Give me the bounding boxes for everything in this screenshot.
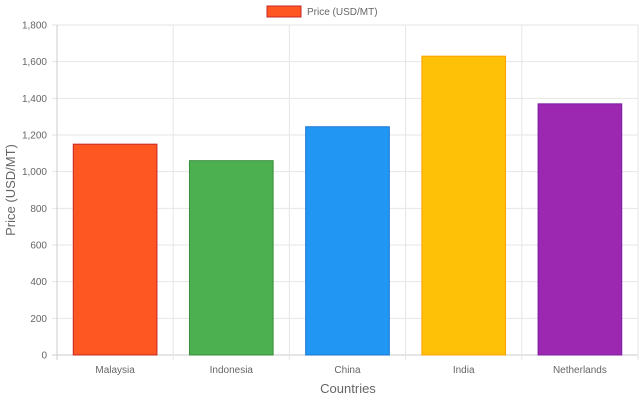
x-tick-label: India (453, 365, 475, 376)
bar-netherlands[interactable] (537, 103, 623, 356)
x-tick-label: China (334, 365, 361, 376)
bars (72, 55, 623, 356)
y-tick-label: 1,000 (22, 167, 47, 178)
x-tick-label: Indonesia (210, 365, 254, 376)
bar-malaysia[interactable] (72, 143, 158, 356)
y-tick-label: 1,400 (22, 94, 47, 105)
bar-indonesia[interactable] (188, 160, 274, 356)
y-tick-label: 1,800 (22, 21, 47, 32)
y-axis-title: Price (USD/MT) (3, 144, 18, 236)
y-tick-label: 800 (30, 204, 47, 215)
legend-swatch[interactable] (266, 5, 302, 18)
x-tick-label: Malaysia (95, 365, 135, 376)
legend[interactable]: Price (USD/MT) (266, 5, 378, 18)
y-tick-label: 600 (30, 241, 47, 252)
bar-china[interactable] (305, 126, 390, 356)
x-tick-label: Netherlands (553, 365, 607, 376)
y-tick-label: 400 (30, 277, 47, 288)
x-axis-ticks: Malaysia Indonesia China India Netherlands (95, 365, 606, 376)
y-tick-label: 1,200 (22, 131, 47, 142)
y-tick-label: 0 (41, 351, 47, 362)
y-tick-label: 200 (30, 314, 47, 325)
legend-label[interactable]: Price (USD/MT) (307, 7, 378, 18)
x-axis-title: Countries (320, 381, 376, 396)
y-tick-label: 1,600 (22, 57, 47, 68)
bar-india[interactable] (421, 55, 507, 356)
y-axis-ticks: 0 200 400 600 800 1,000 1,200 1,400 1,600 1,800 (22, 21, 47, 362)
